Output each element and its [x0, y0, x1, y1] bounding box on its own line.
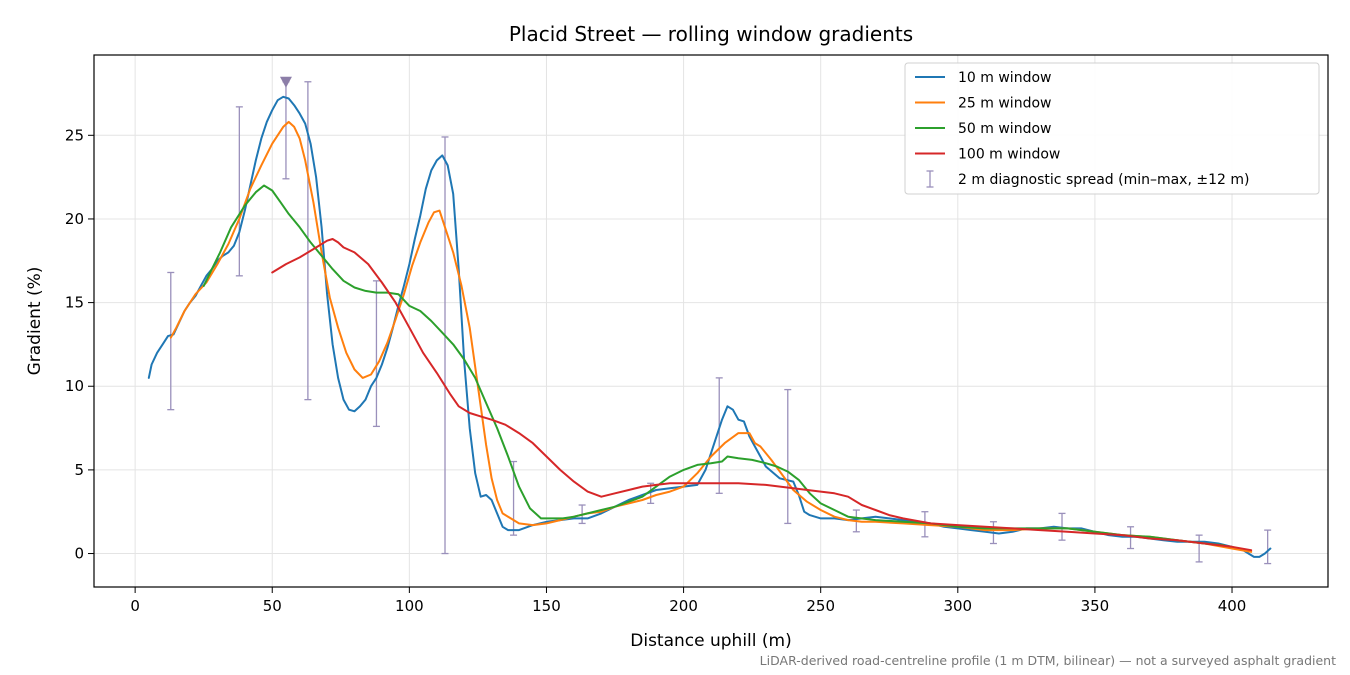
spread-bar: [235, 106, 243, 277]
series-line-3: [202, 184, 1225, 547]
legend-label: 50 m window: [958, 121, 1051, 137]
x-tick-label: 400: [1218, 597, 1247, 615]
legend-item-3: 50 m window: [915, 121, 1051, 137]
peak-marker-layer: [279, 76, 292, 88]
footnote: LiDAR-derived road-centreline profile (1…: [760, 653, 1336, 668]
y-tick-label: 20: [65, 210, 84, 228]
spread-bar: [647, 482, 655, 505]
legend-item-1: 10 m window: [915, 70, 1051, 86]
y-tick-label: 0: [74, 545, 84, 563]
legend-label: 10 m window: [958, 70, 1051, 86]
legend-label: 100 m window: [958, 147, 1060, 163]
legend-item-2: 25 m window: [915, 96, 1051, 112]
diagnostic-spread-bars: [167, 81, 1272, 565]
spread-bar: [1264, 529, 1272, 565]
plot-frame: [93, 54, 1329, 588]
spread-bar: [372, 280, 380, 428]
x-tick-label: 50: [263, 597, 282, 615]
spread-bar: [1195, 534, 1203, 563]
x-tick-label: 0: [130, 597, 140, 615]
peak-marker: [279, 76, 292, 88]
spread-bar: [441, 136, 449, 555]
spread-bar: [167, 271, 175, 411]
y-tick-label: 15: [65, 294, 84, 312]
spread-bar: [784, 388, 792, 525]
x-tick-label: 350: [1081, 597, 1110, 615]
y-tick-label: 25: [65, 126, 84, 144]
y-tick-label: 5: [74, 461, 84, 479]
legend-label: 25 m window: [958, 96, 1051, 112]
legend-item-spread: 2 m diagnostic spread (min–max, ±12 m): [926, 170, 1249, 188]
legend: 10 m window 25 m window 50 m window 100 m w…: [904, 62, 1320, 195]
series-line-2: [169, 120, 1253, 553]
x-tick-label: 250: [806, 597, 835, 615]
x-tick-label: 300: [943, 597, 972, 615]
y-axis-ticks: 0 5 10 15 20 25: [65, 126, 94, 563]
series-line-4: [271, 238, 1253, 552]
x-tick-label: 100: [395, 597, 424, 615]
series-line-1: [147, 95, 1272, 558]
x-tick-label: 200: [669, 597, 698, 615]
y-tick-label: 10: [65, 377, 84, 395]
legend-item-4: 100 m window: [915, 147, 1060, 163]
x-axis-title: Distance uphill (m): [630, 631, 791, 651]
legend-label: 2 m diagnostic spread (min–max, ±12 m): [958, 172, 1249, 188]
chart-title: Placid Street — rolling window gradients: [509, 22, 913, 46]
y-axis-title: Gradient (%): [25, 267, 45, 376]
spread-bar: [715, 377, 723, 494]
x-tick-label: 150: [532, 597, 561, 615]
legend-box: [904, 62, 1320, 195]
x-axis-ticks: 0 50 100 150 200 250 300 350 400: [130, 587, 1246, 615]
series-lines: [147, 95, 1272, 558]
